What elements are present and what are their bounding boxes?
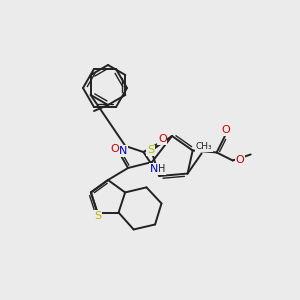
Text: O: O bbox=[158, 134, 167, 144]
Text: S: S bbox=[147, 146, 154, 155]
Text: N: N bbox=[119, 146, 128, 156]
Text: O: O bbox=[111, 144, 119, 154]
Text: O: O bbox=[235, 155, 244, 166]
Text: N: N bbox=[150, 164, 158, 174]
Text: CH₃: CH₃ bbox=[195, 142, 212, 151]
Text: S: S bbox=[94, 211, 101, 220]
Text: O: O bbox=[221, 125, 230, 136]
Text: H: H bbox=[112, 146, 119, 156]
Text: H: H bbox=[158, 164, 166, 174]
